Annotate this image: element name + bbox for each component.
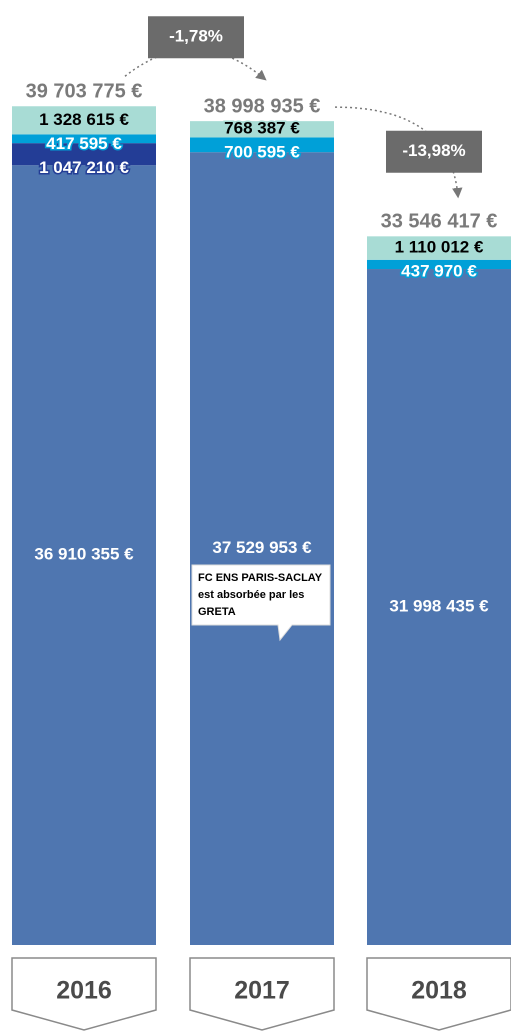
segment-label: 36 910 355 € bbox=[34, 545, 134, 564]
segment-label: 37 529 953 € bbox=[212, 538, 312, 557]
segment-label: 1 110 012 € bbox=[395, 238, 484, 257]
bar-segment bbox=[190, 137, 334, 153]
total-label: 39 703 775 € bbox=[26, 81, 143, 103]
year-tab bbox=[11, 957, 157, 1031]
callout-text: FC ENS PARIS-SACLAY bbox=[198, 572, 323, 584]
callout: FC ENS PARIS-SACLAY est absorbée par les G… bbox=[191, 564, 331, 642]
segment-label: 1 328 615 € bbox=[39, 110, 129, 129]
bar-segment bbox=[367, 236, 511, 260]
x-tick-label: 2017 bbox=[234, 977, 290, 1005]
change-box bbox=[386, 130, 482, 173]
callout-text: GRETA bbox=[198, 606, 236, 618]
bar-segment bbox=[12, 143, 156, 166]
change-arrow bbox=[334, 106, 463, 199]
bar-segment bbox=[12, 134, 156, 144]
bar-segment bbox=[12, 165, 156, 946]
segment-label: 417 595 € bbox=[46, 134, 122, 153]
total-label: 38 998 935 € bbox=[204, 95, 321, 117]
change-label: -13,98% bbox=[402, 141, 465, 160]
total-label: 33 546 417 € bbox=[381, 211, 498, 233]
x-tick-label: 2018 bbox=[411, 977, 467, 1005]
bar-segment bbox=[190, 121, 334, 138]
change-box bbox=[148, 16, 244, 59]
bar-segment bbox=[12, 106, 156, 135]
year-tab bbox=[366, 957, 511, 1031]
segment-label: 1 047 210 € bbox=[39, 158, 129, 177]
callout-text: est absorbée par les bbox=[198, 589, 304, 601]
segment-label: 700 595 € bbox=[224, 143, 300, 162]
bar-segment bbox=[367, 269, 511, 945]
bar-segment bbox=[190, 152, 334, 945]
year-tab bbox=[189, 957, 335, 1031]
x-tick-label: 2016 bbox=[56, 977, 112, 1005]
segment-label: 437 970 € bbox=[401, 262, 477, 281]
segment-label: 768 387 € bbox=[224, 119, 300, 138]
callout-box bbox=[191, 564, 331, 642]
bar-segment bbox=[367, 259, 511, 270]
change-label: -1,78% bbox=[169, 27, 223, 46]
segment-label: 31 998 435 € bbox=[389, 597, 489, 616]
